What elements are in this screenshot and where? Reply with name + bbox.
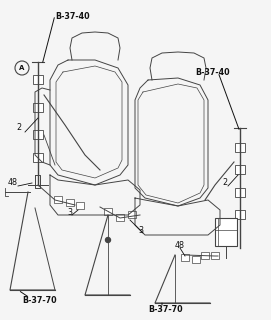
Text: 3: 3 [67, 208, 72, 217]
Bar [33, 153, 43, 162]
Text: 2: 2 [222, 178, 227, 187]
Bar [201, 252, 209, 259]
Bar [104, 208, 112, 215]
Text: B-37-70: B-37-70 [22, 296, 57, 305]
Text: 48: 48 [8, 178, 18, 187]
Bar [128, 211, 136, 218]
Text: 3: 3 [138, 226, 143, 235]
Text: 2: 2 [16, 123, 21, 132]
Bar [66, 199, 74, 206]
Bar [211, 252, 219, 259]
Bar [215, 218, 237, 246]
Bar [33, 130, 43, 139]
Text: B-37-40: B-37-40 [195, 68, 230, 77]
Bar [235, 188, 245, 197]
Bar [54, 196, 62, 203]
Text: B-37-40: B-37-40 [55, 12, 90, 21]
Text: 48: 48 [175, 241, 185, 250]
Bar [192, 256, 200, 263]
Bar [76, 202, 84, 209]
Bar [235, 165, 245, 174]
Text: A: A [19, 65, 25, 71]
Circle shape [105, 237, 111, 243]
Bar [235, 143, 245, 152]
Bar [235, 210, 245, 219]
Bar [181, 254, 189, 261]
Bar [33, 75, 43, 84]
Text: B-37-70: B-37-70 [148, 305, 183, 314]
Bar [116, 214, 124, 221]
Bar [33, 103, 43, 112]
